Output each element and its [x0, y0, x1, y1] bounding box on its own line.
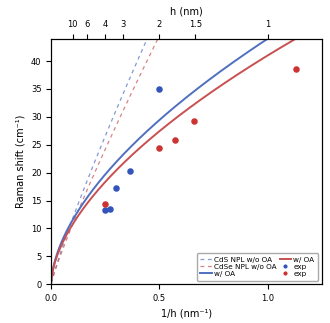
Legend: CdS NPL w/o OA, CdSe NPL w/o OA, w/ OA, w/ OA, exp, exp: CdS NPL w/o OA, CdSe NPL w/o OA, w/ OA, …: [197, 253, 318, 281]
Point: [191, 119, 197, 124]
Point: [127, 168, 133, 173]
Point: [103, 201, 108, 206]
X-axis label: 1/h (nm⁻¹): 1/h (nm⁻¹): [161, 308, 212, 318]
Point: [103, 207, 108, 213]
Point: [114, 186, 119, 191]
Point: [172, 138, 177, 143]
Point: [157, 86, 162, 91]
Point: [157, 145, 162, 150]
Y-axis label: Raman shift (cm⁻¹): Raman shift (cm⁻¹): [15, 115, 25, 208]
Point: [107, 206, 112, 212]
X-axis label: h (nm): h (nm): [170, 6, 203, 16]
Point: [293, 67, 298, 72]
